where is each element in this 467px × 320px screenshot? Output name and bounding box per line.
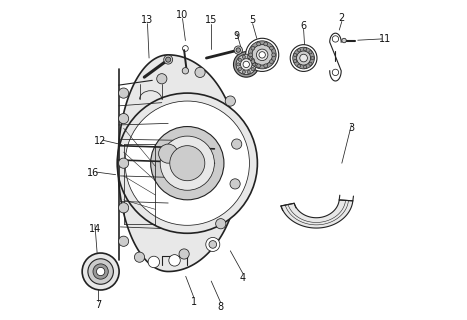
Circle shape [246,38,279,71]
Circle shape [257,42,261,46]
Circle shape [248,41,276,69]
Circle shape [264,42,268,46]
Text: 14: 14 [89,223,101,234]
Circle shape [209,241,217,248]
Polygon shape [118,55,240,271]
Text: 3: 3 [348,123,354,133]
Text: 6: 6 [301,21,307,31]
Circle shape [241,59,252,70]
Text: 5: 5 [249,15,256,25]
Circle shape [236,54,256,75]
Circle shape [256,49,268,60]
Text: 15: 15 [205,15,217,25]
Circle shape [251,60,255,63]
Circle shape [134,252,145,262]
Circle shape [159,144,178,163]
Circle shape [234,52,259,77]
Circle shape [206,237,220,252]
Circle shape [249,53,253,57]
Circle shape [293,47,314,69]
Circle shape [236,48,241,52]
Circle shape [166,57,171,62]
Text: 13: 13 [142,15,154,25]
Text: 11: 11 [379,34,391,44]
Circle shape [253,63,256,66]
Circle shape [297,51,311,65]
Circle shape [151,126,224,200]
Circle shape [332,36,339,42]
Circle shape [179,249,189,259]
Circle shape [225,96,235,106]
Circle shape [230,179,240,189]
Text: 9: 9 [234,31,240,41]
Text: 7: 7 [95,300,101,310]
Text: 12: 12 [93,136,106,146]
Text: 2: 2 [339,13,345,23]
Circle shape [309,62,312,65]
Circle shape [269,60,273,63]
Text: 4: 4 [240,273,246,283]
Circle shape [269,46,273,50]
Circle shape [247,55,250,59]
Circle shape [294,53,297,57]
Circle shape [148,256,160,268]
Circle shape [251,46,255,50]
Circle shape [117,93,257,233]
Text: 1: 1 [191,297,197,307]
Circle shape [243,61,249,68]
Circle shape [119,236,129,246]
Circle shape [125,101,249,225]
Circle shape [157,74,167,84]
Circle shape [342,38,347,43]
Circle shape [311,56,314,60]
Circle shape [119,158,129,168]
Circle shape [176,147,192,163]
Circle shape [272,53,276,57]
Circle shape [97,268,105,276]
Circle shape [234,46,242,54]
Circle shape [119,203,129,213]
Circle shape [82,253,119,290]
Text: 8: 8 [218,301,224,312]
Circle shape [297,49,301,52]
Text: 10: 10 [177,10,189,20]
Circle shape [242,55,245,59]
Circle shape [164,55,173,64]
Circle shape [290,45,317,71]
Circle shape [119,114,129,124]
Circle shape [169,255,180,266]
Circle shape [304,48,307,51]
Circle shape [300,54,307,62]
Circle shape [304,65,307,68]
Circle shape [332,69,339,76]
Circle shape [93,264,108,279]
Circle shape [160,136,214,190]
Circle shape [182,68,189,74]
Circle shape [232,139,242,149]
Circle shape [88,259,113,284]
Circle shape [259,52,265,58]
Circle shape [237,63,240,66]
Circle shape [242,70,245,74]
Circle shape [238,68,241,71]
Circle shape [264,64,268,68]
Circle shape [247,70,250,74]
Circle shape [309,51,312,54]
Circle shape [216,219,226,229]
Circle shape [252,45,272,65]
Circle shape [251,68,255,71]
Circle shape [238,58,241,61]
Circle shape [119,88,129,98]
Circle shape [251,58,255,61]
Text: 16: 16 [87,168,99,178]
Circle shape [170,146,205,181]
Circle shape [297,64,301,68]
Circle shape [257,64,261,68]
Circle shape [294,60,297,63]
Circle shape [195,67,205,77]
Polygon shape [281,200,353,228]
